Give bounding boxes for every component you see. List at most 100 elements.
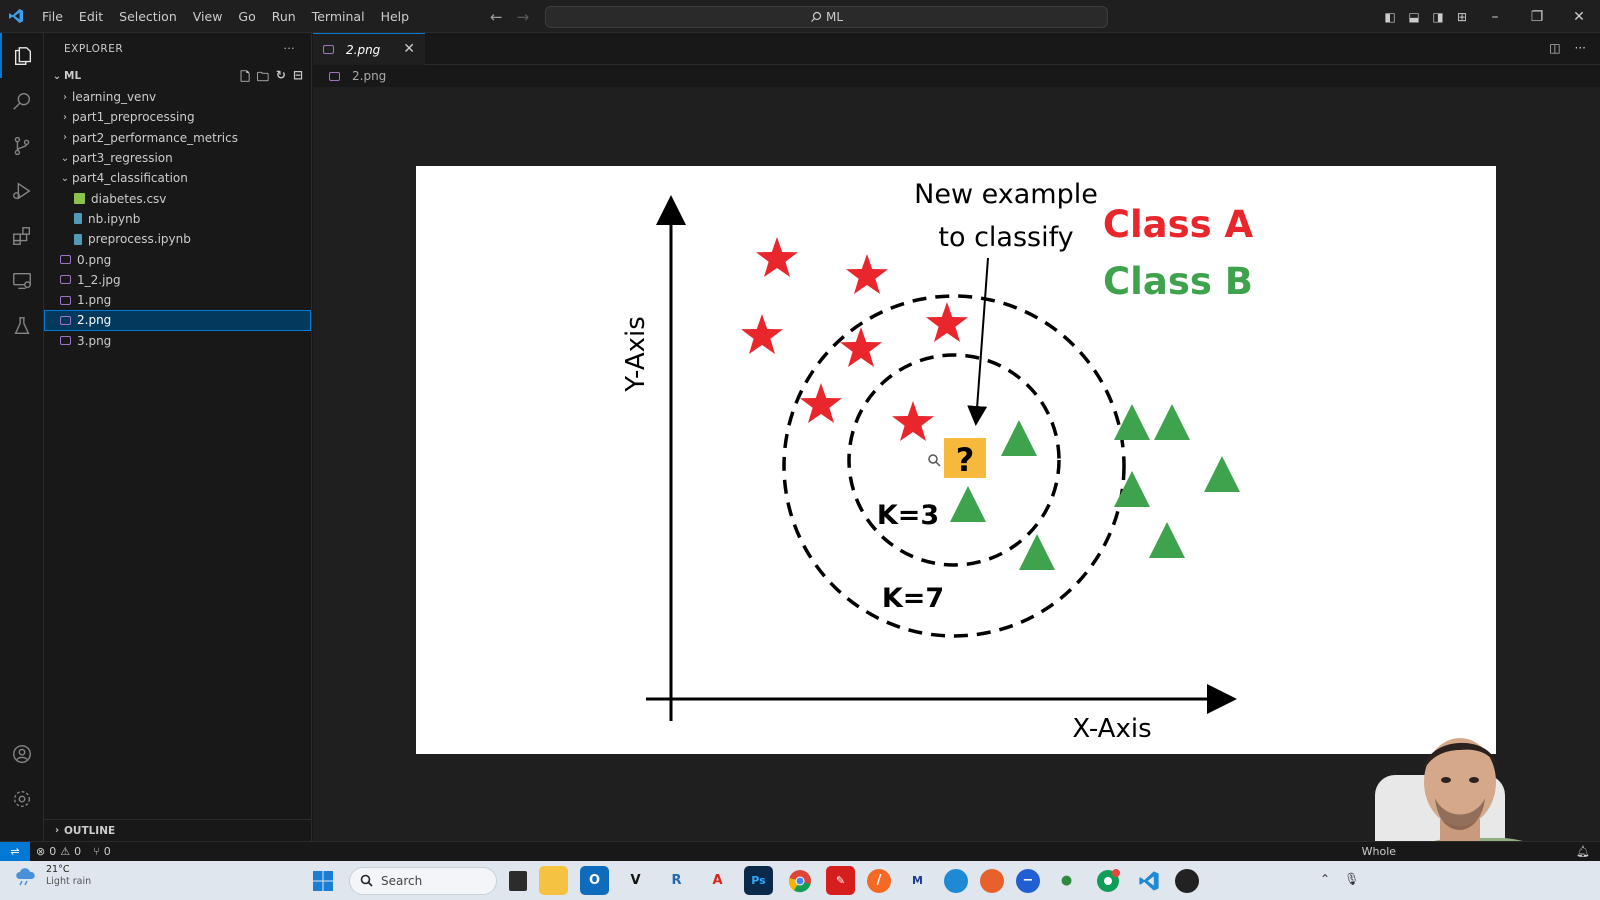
menu-go[interactable]: Go: [238, 8, 256, 24]
photoshop-icon[interactable]: Ps: [744, 866, 773, 895]
more-actions-icon[interactable]: ···: [283, 43, 295, 55]
task-view-icon[interactable]: [509, 870, 527, 891]
firefox-icon[interactable]: [980, 868, 1004, 893]
tree-folder[interactable]: ⌄ part3_regression: [44, 148, 311, 168]
class-b-triangle: [1114, 404, 1150, 440]
chrome-profile-icon[interactable]: [1093, 866, 1122, 895]
class-a-star: [892, 401, 934, 441]
status-bar: ⇌ ⊗ 0 ⚠ 0 ⑂ 0 Whole 🔔︎: [0, 841, 1600, 862]
teams-like-icon[interactable]: −: [1016, 868, 1040, 893]
chevron-right-icon: ›: [63, 91, 67, 103]
tree-file[interactable]: diabetes.csv: [44, 188, 311, 208]
pen-app-icon[interactable]: /: [867, 868, 891, 893]
remote-explorer-icon[interactable]: [0, 258, 44, 303]
system-tray: ⌃ 🎙︎: [1320, 872, 1359, 886]
chevron-down-icon: ⌄: [52, 70, 62, 82]
customize-layout-icon[interactable]: ⊞: [1456, 9, 1468, 24]
editor-more-icon[interactable]: ···: [1574, 41, 1586, 55]
toggle-sidebar-icon[interactable]: ◧: [1384, 9, 1396, 24]
testing-icon[interactable]: [0, 303, 44, 348]
chrome-icon[interactable]: [785, 866, 814, 895]
tree-folder[interactable]: › learning_venv: [44, 87, 311, 107]
explorer-icon[interactable]: [0, 33, 44, 78]
notifications-bell-icon[interactable]: 🔔︎: [1576, 845, 1590, 858]
windows-start-icon[interactable]: [308, 866, 337, 895]
acrobat-icon[interactable]: A: [712, 873, 723, 888]
chevron-down-icon: ⌄: [60, 172, 70, 184]
source-control-icon[interactable]: [0, 123, 44, 168]
tab-2-png[interactable]: 2.png ✕: [313, 33, 425, 65]
tray-overflow-icon[interactable]: ⌃: [1320, 872, 1331, 886]
forward-arrow-icon[interactable]: →: [516, 7, 530, 26]
weather-widget[interactable]: 21°C Light rain: [14, 864, 91, 888]
refresh-icon[interactable]: ↻: [275, 68, 286, 82]
vscode-taskbar-icon[interactable]: [1134, 866, 1163, 895]
toggle-panel-icon[interactable]: ⬓: [1408, 9, 1420, 24]
extensions-icon[interactable]: [0, 213, 44, 258]
search-icon[interactable]: [0, 78, 44, 123]
tree-file[interactable]: nb.ipynb: [44, 209, 311, 229]
chevron-right-icon: ›: [54, 825, 60, 836]
class-a-star: [840, 327, 882, 367]
breadcrumb-file[interactable]: 2.png: [352, 69, 387, 83]
split-editor-icon[interactable]: ◫: [1549, 41, 1561, 55]
toggle-secondary-sidebar-icon[interactable]: ◨: [1432, 9, 1444, 24]
tree-file[interactable]: 0.png: [44, 249, 311, 269]
remote-indicator-icon[interactable]: ⇌: [0, 841, 30, 862]
app-icon-dark[interactable]: [1175, 868, 1199, 893]
close-window-icon[interactable]: ✕: [1573, 8, 1585, 25]
edge-icon[interactable]: [944, 868, 968, 893]
ports-status[interactable]: ⑂ 0: [87, 845, 117, 858]
tree-folder[interactable]: ⌄ part4_classification: [44, 168, 311, 188]
class-a-star: [800, 383, 842, 423]
menu-edit[interactable]: Edit: [78, 8, 104, 24]
tree-file[interactable]: 2.png: [44, 310, 311, 331]
menu-selection[interactable]: Selection: [119, 8, 177, 24]
accounts-icon[interactable]: [0, 731, 44, 776]
run-debug-icon[interactable]: [0, 168, 44, 213]
app-icon[interactable]: M: [912, 874, 923, 887]
tree-folder[interactable]: › part1_preprocessing: [44, 107, 311, 127]
tree-item-label: 1_2.jpg: [77, 272, 121, 287]
file-explorer-icon[interactable]: [539, 866, 568, 895]
microphone-icon[interactable]: 🎙︎: [1344, 872, 1360, 886]
tree-file[interactable]: 1.png: [44, 290, 311, 310]
restore-icon[interactable]: ❐: [1530, 8, 1544, 25]
tree-file[interactable]: 3.png: [44, 331, 311, 351]
k7-label: K=7: [882, 583, 944, 614]
new-file-icon[interactable]: 🗋: [240, 70, 250, 84]
weather-temp: 21°C: [46, 864, 70, 875]
notebook-file-icon: [74, 213, 82, 225]
new-folder-icon[interactable]: 🗀: [256, 70, 269, 84]
workspace-root-folder[interactable]: ⌄ ML 🗋 🗀 ↻ ⊟: [44, 65, 311, 87]
tree-folder[interactable]: › part2_performance_metrics: [44, 128, 311, 148]
minimize-icon[interactable]: –: [1491, 8, 1499, 25]
menu-view[interactable]: View: [192, 8, 223, 24]
taskbar-search[interactable]: Search: [349, 866, 497, 895]
menu-help[interactable]: Help: [380, 8, 410, 24]
outlook-icon[interactable]: O: [580, 866, 609, 895]
tree-item-label: part3_regression: [72, 151, 173, 166]
back-arrow-icon[interactable]: ←: [490, 7, 503, 26]
tree-file[interactable]: 1_2.jpg: [44, 270, 311, 290]
k3-circle: [847, 353, 1061, 567]
tree-item-label: preprocess.ipynb: [88, 232, 191, 247]
menu-terminal[interactable]: Terminal: [311, 8, 365, 24]
r-icon[interactable]: R: [671, 873, 682, 888]
menu-run[interactable]: Run: [271, 8, 296, 24]
outline-section[interactable]: › OUTLINE: [44, 819, 312, 841]
command-center-search[interactable]: ML: [545, 6, 1108, 28]
vivaldi-icon[interactable]: V: [630, 873, 641, 888]
vscode-logo-icon: [0, 0, 32, 33]
tree-file[interactable]: preprocess.ipynb: [44, 229, 311, 249]
class-b-triangle: [1149, 522, 1185, 558]
problems-status[interactable]: ⊗ 0 ⚠ 0: [30, 845, 87, 858]
x-axis-label: X-Axis: [1072, 714, 1151, 744]
collapse-all-icon[interactable]: ⊟: [292, 68, 303, 82]
leaf-app-icon[interactable]: ●: [1060, 873, 1073, 888]
menu-file[interactable]: File: [42, 8, 63, 24]
zoom-status[interactable]: Whole: [1361, 845, 1397, 858]
pdf-reader-icon[interactable]: ✎: [826, 866, 855, 895]
settings-gear-icon[interactable]: [0, 776, 44, 821]
close-tab-icon[interactable]: ✕: [403, 41, 415, 57]
